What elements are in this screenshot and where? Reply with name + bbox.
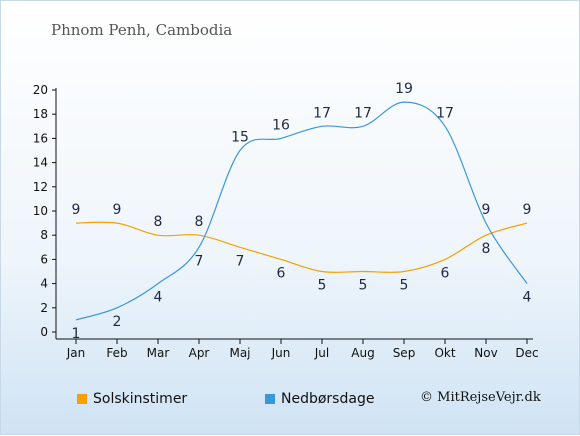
series-line-rain-days xyxy=(75,101,528,321)
data-label-sunshine: 5 xyxy=(318,278,327,294)
copyright-text: © MitRejseVejr.dk xyxy=(420,390,541,405)
y-tick-label: 12 xyxy=(33,180,48,194)
data-label-sunshine: 7 xyxy=(236,253,245,269)
x-tick-label: Aug xyxy=(351,346,374,360)
data-label-rain-days: 15 xyxy=(231,130,249,146)
data-label-rain-days: 17 xyxy=(436,105,454,121)
x-tick-label: Dec xyxy=(515,346,538,360)
x-tick-label: Jan xyxy=(66,346,86,360)
y-tick-label: 14 xyxy=(33,156,48,170)
y-tick-label: 6 xyxy=(40,252,48,266)
x-tick-label: Jul xyxy=(314,346,329,360)
data-label-sunshine: 6 xyxy=(441,265,450,281)
legend-label-rain-days: Nedbørsdage xyxy=(281,391,375,407)
x-tick-label: Apr xyxy=(189,346,210,360)
legend-swatch-sunshine xyxy=(77,394,87,404)
chart-title: Phnom Penh, Cambodia xyxy=(51,21,233,39)
legend-label-sunshine: Solskinstimer xyxy=(93,391,188,407)
data-label-sunshine: 5 xyxy=(400,278,409,294)
x-tick-label: Feb xyxy=(106,346,127,360)
series-line-sunshine xyxy=(75,221,528,273)
data-label-rain-days: 1 xyxy=(72,326,81,342)
data-label-rain-days: 17 xyxy=(354,105,372,121)
y-tick-label: 4 xyxy=(40,277,48,291)
data-label-rain-days: 2 xyxy=(113,314,122,330)
y-tick-label: 2 xyxy=(40,301,48,315)
data-label-rain-days: 7 xyxy=(195,253,204,269)
data-label-rain-days: 4 xyxy=(154,290,163,306)
data-label-rain-days: 9 xyxy=(482,202,491,218)
x-tick-label: Okt xyxy=(434,346,455,360)
y-tick-label: 0 xyxy=(40,325,48,339)
data-label-rain-days: 4 xyxy=(523,290,532,306)
data-label-sunshine: 9 xyxy=(113,202,122,218)
data-label-sunshine: 8 xyxy=(482,241,491,257)
x-tick-label: Jun xyxy=(271,346,291,360)
y-tick-label: 16 xyxy=(33,131,48,145)
data-label-rain-days: 19 xyxy=(395,81,413,97)
legend-item-sunshine: Solskinstimer xyxy=(77,391,187,407)
data-label-sunshine: 8 xyxy=(154,214,163,230)
data-label-rain-days: 16 xyxy=(272,117,290,133)
y-tick-label: 20 xyxy=(33,83,48,97)
data-label-rain-days: 17 xyxy=(313,105,331,121)
data-label-sunshine: 9 xyxy=(523,202,532,218)
x-tick-label: Sep xyxy=(393,346,416,360)
x-tick-label: Mar xyxy=(147,346,170,360)
data-label-sunshine: 8 xyxy=(195,214,204,230)
y-tick-label: 8 xyxy=(40,228,48,242)
data-label-sunshine: 9 xyxy=(72,202,81,218)
x-tick-label: Maj xyxy=(229,346,250,360)
legend-item-rain-days: Nedbørsdage xyxy=(265,391,374,407)
legend-swatch-rain-days xyxy=(265,394,275,404)
y-tick-label: 18 xyxy=(33,107,48,121)
data-label-sunshine: 5 xyxy=(359,278,368,294)
data-label-sunshine: 6 xyxy=(277,265,286,281)
x-tick-label: Nov xyxy=(474,346,497,360)
y-tick-label: 10 xyxy=(33,204,48,218)
